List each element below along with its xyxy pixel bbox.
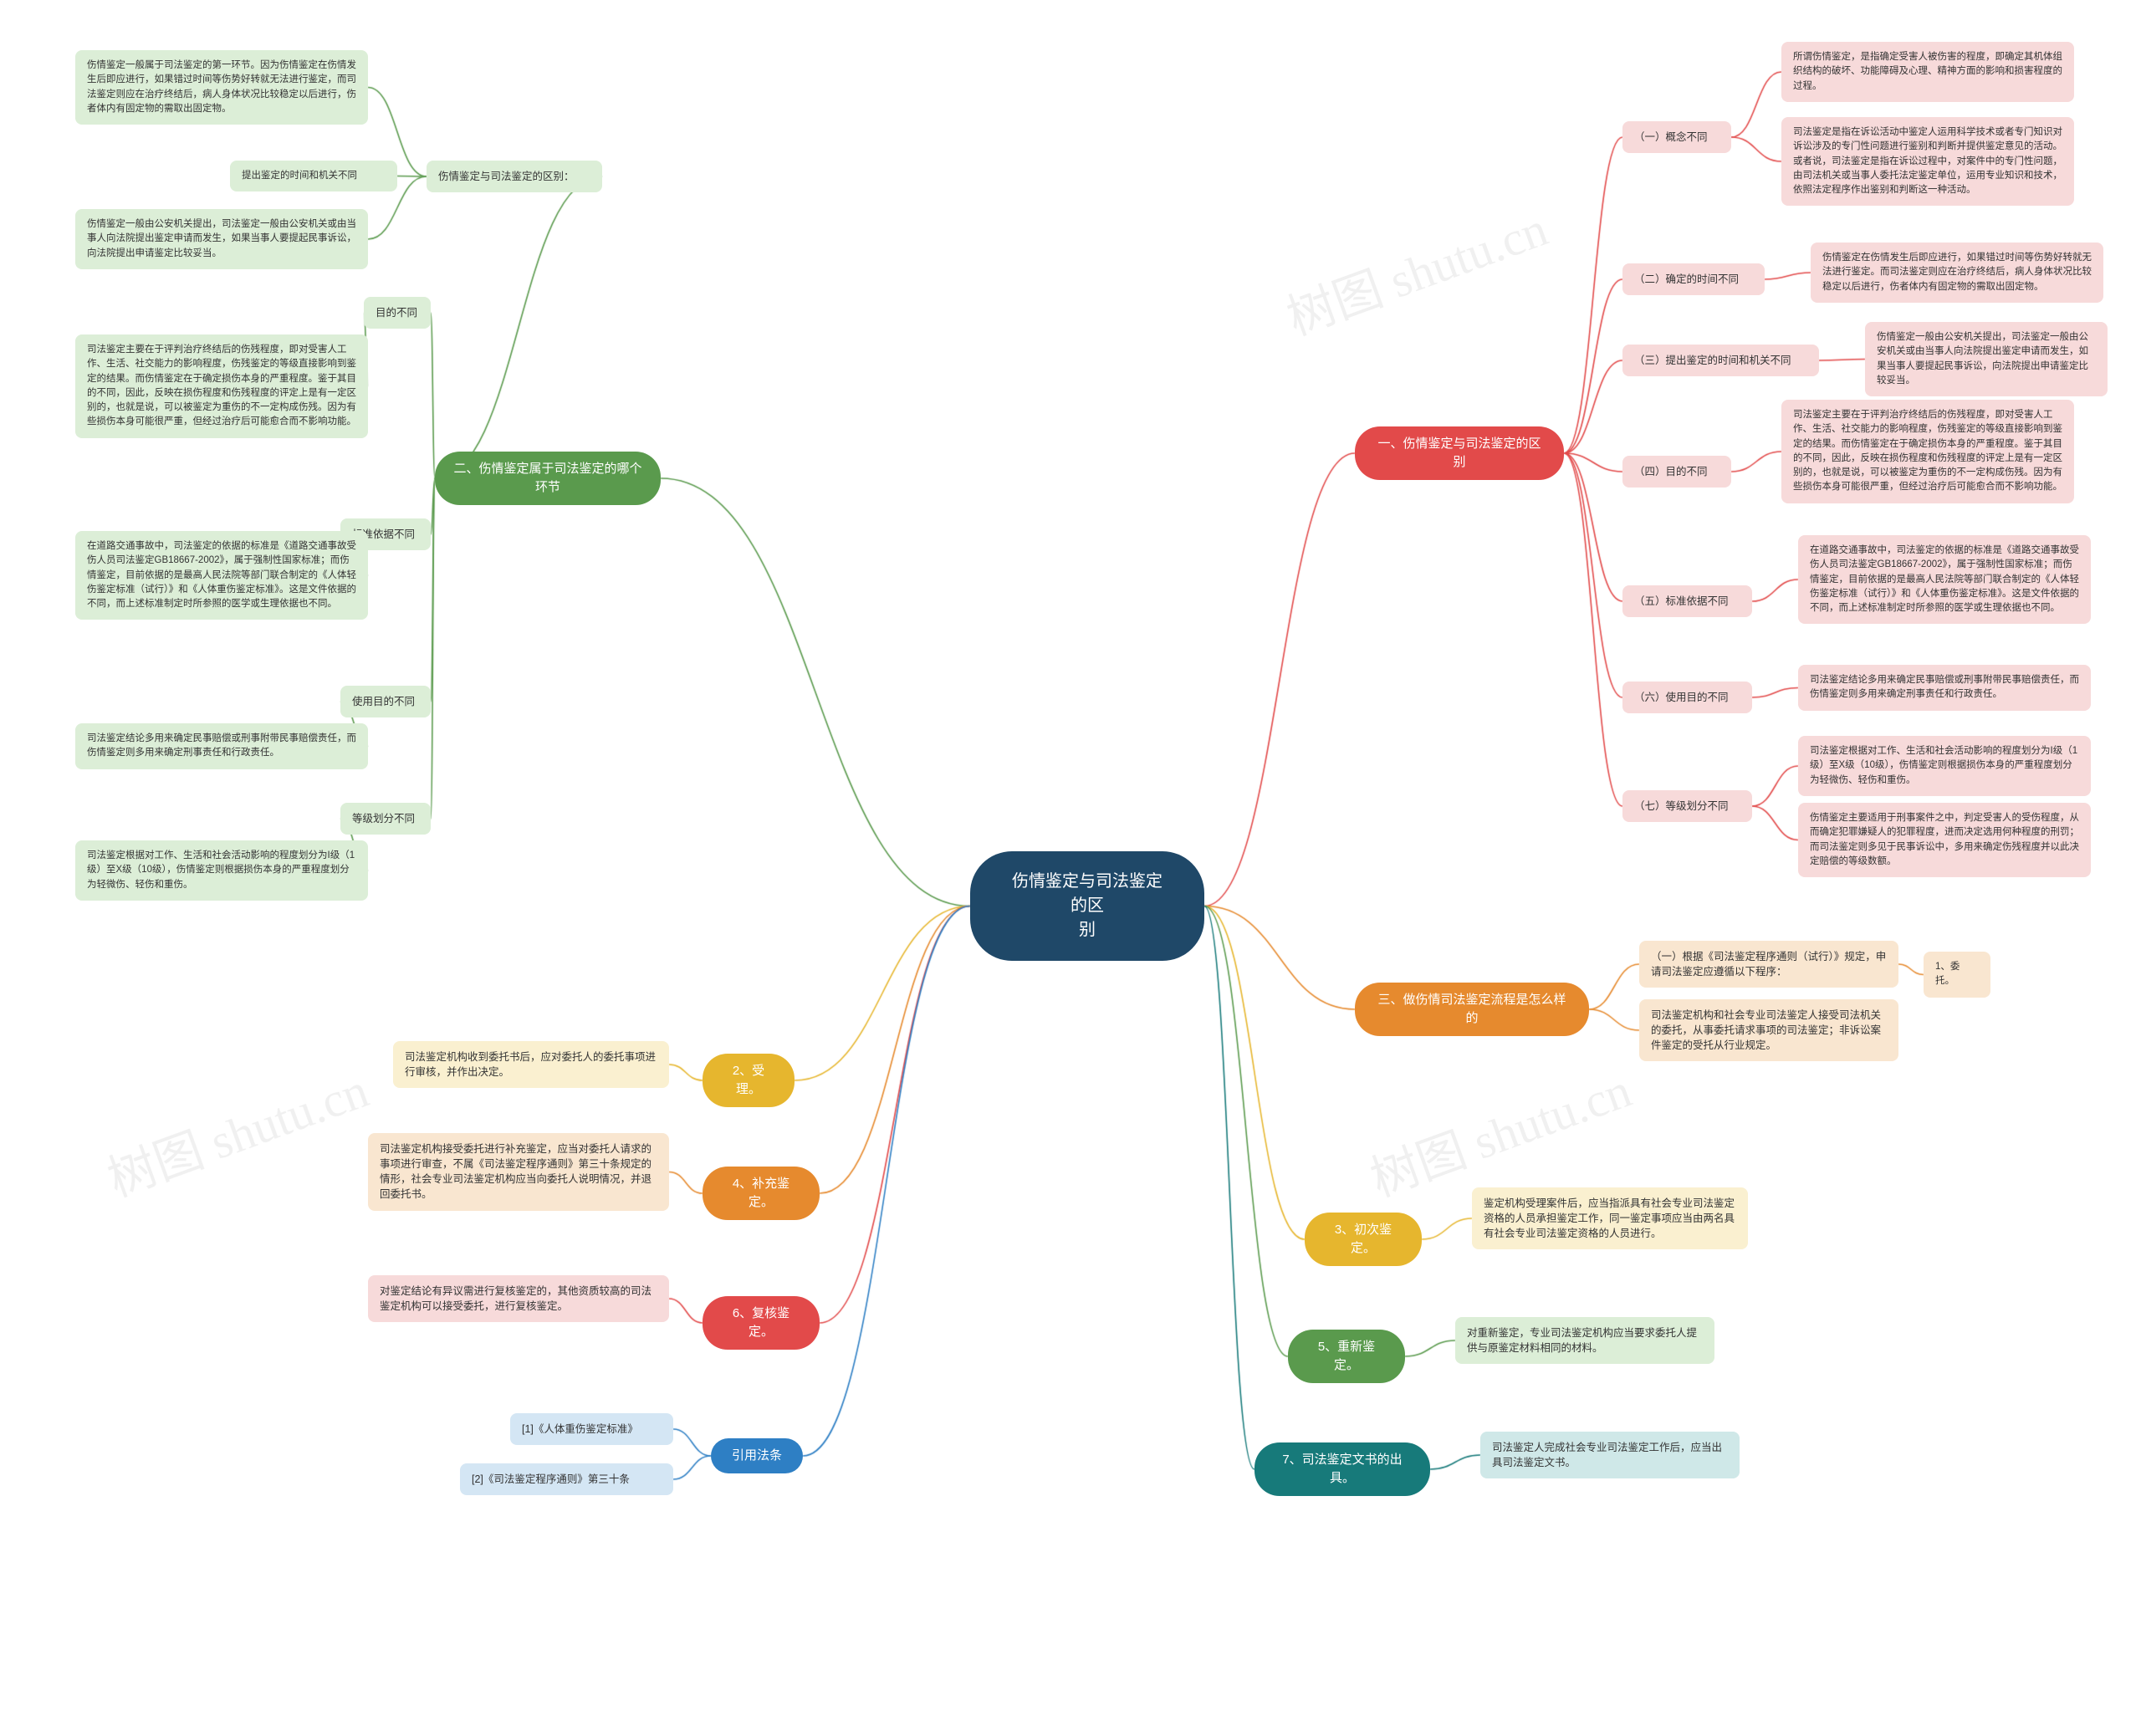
leaf-node-b2-3-0: 司法鉴定结论多用来确定民事赔偿或刑事附带民事赔偿责任，而伤情鉴定则多用来确定刑事…: [75, 723, 368, 769]
child-node-b8-0: 对鉴定结论有异议需进行复核鉴定的，其他资质较高的司法鉴定机构可以接受委托，进行复…: [368, 1275, 669, 1322]
leaf-node-b2-0-2: 伤情鉴定一般由公安机关提出，司法鉴定一般由公安机关或由当事人向法院提出鉴定申请而…: [75, 209, 368, 269]
child-node-b1-3: （四）目的不同: [1622, 456, 1731, 488]
branch-node-b6: 4、补充鉴定。: [703, 1167, 820, 1220]
child-node-b1-1: （二）确定的时间不同: [1622, 263, 1765, 295]
center-node: 伤情鉴定与司法鉴定的区 别: [970, 851, 1204, 961]
child-node-b5-0: 鉴定机构受理案件后，应当指派具有社会专业司法鉴定资格的人员承担鉴定工作，同一鉴定…: [1472, 1187, 1748, 1249]
leaf-node-b1-6-1: 伤情鉴定主要适用于刑事案件之中，判定受害人的受伤程度，从而确定犯罪嫌疑人的犯罪程…: [1798, 803, 2091, 877]
child-node-b3-0: （一）根据《司法鉴定程序通则（试行）》规定，申请司法鉴定应遵循以下程序：: [1639, 941, 1898, 988]
branch-node-b4: 2、受理。: [703, 1054, 795, 1107]
child-node-b1-4: （五）标准依据不同: [1622, 585, 1752, 617]
child-node-b1-2: （三）提出鉴定的时间和机关不同: [1622, 345, 1819, 376]
leaf-node-b3-0-0: 1、委托。: [1924, 952, 1990, 998]
leaf-node-b2-4-0: 司法鉴定根据对工作、生活和社会活动影响的程度划分为I级（1级）至X级（10级），…: [75, 840, 368, 901]
branch-node-b8: 6、复核鉴定。: [703, 1296, 820, 1350]
child-node-b1-0: （一）概念不同: [1622, 121, 1731, 153]
leaf-node-b2-0-1: 提出鉴定的时间和机关不同: [230, 161, 397, 191]
leaf-node-b1-6-0: 司法鉴定根据对工作、生活和社会活动影响的程度划分为I级（1级）至X级（10级），…: [1798, 736, 2091, 796]
child-node-b3-1: 司法鉴定机构和社会专业司法鉴定人接受司法机关的委托，从事委托请求事项的司法鉴定；…: [1639, 999, 1898, 1061]
leaf-node-b1-1-0: 伤情鉴定在伤情发生后即应进行，如果错过时间等伤势好转就无法进行鉴定。而司法鉴定则…: [1811, 243, 2103, 303]
leaf-node-b2-0-0: 伤情鉴定一般属于司法鉴定的第一环节。因为伤情鉴定在伤情发生后即应进行，如果错过时…: [75, 50, 368, 125]
leaf-node-b1-0-0: 所谓伤情鉴定，是指确定受害人被伤害的程度，即确定其机体组织结构的破坏、功能障碍及…: [1781, 42, 2074, 102]
child-node-b6-0: 司法鉴定机构接受委托进行补充鉴定，应当对委托人请求的事项进行审查，不属《司法鉴定…: [368, 1133, 669, 1211]
child-node-b7-0: 对重新鉴定，专业司法鉴定机构应当要求委托人提供与原鉴定材料相同的材料。: [1455, 1317, 1714, 1364]
branch-node-b1: 一、伤情鉴定与司法鉴定的区别: [1355, 426, 1564, 480]
branch-node-b2: 二、伤情鉴定属于司法鉴定的哪个环节: [435, 452, 661, 505]
leaf-node-b2-1-0: 司法鉴定主要在于评判治疗终结后的伤残程度，即对受害人工作、生活、社交能力的影响程…: [75, 334, 368, 438]
child-node-b9-0: 司法鉴定人完成社会专业司法鉴定工作后，应当出具司法鉴定文书。: [1480, 1432, 1740, 1478]
branch-node-b10: 引用法条: [711, 1438, 803, 1473]
child-node-b4-0: 司法鉴定机构收到委托书后，应对委托人的委托事项进行审核，并作出决定。: [393, 1041, 669, 1088]
branch-node-b3: 三、做伤情司法鉴定流程是怎么样的: [1355, 983, 1589, 1036]
child-node-b10-1: [2]《司法鉴定程序通则》第三十条: [460, 1463, 673, 1495]
branch-node-b9: 7、司法鉴定文书的出具。: [1254, 1442, 1430, 1496]
leaf-node-b1-2-0: 伤情鉴定一般由公安机关提出，司法鉴定一般由公安机关或由当事人向法院提出鉴定申请而…: [1865, 322, 2108, 396]
child-node-b2-0: 伤情鉴定与司法鉴定的区别：: [427, 161, 602, 192]
child-node-b1-5: （六）使用目的不同: [1622, 682, 1752, 713]
child-node-b2-3: 使用目的不同: [340, 686, 431, 717]
branch-node-b7: 5、重新鉴定。: [1288, 1330, 1405, 1383]
leaf-node-b2-2-0: 在道路交通事故中，司法鉴定的依据的标准是《道路交通事故受伤人员司法鉴定GB186…: [75, 531, 368, 620]
child-node-b10-0: [1]《人体重伤鉴定标准》: [510, 1413, 673, 1445]
leaf-node-b1-4-0: 在道路交通事故中，司法鉴定的依据的标准是《道路交通事故受伤人员司法鉴定GB186…: [1798, 535, 2091, 624]
child-node-b1-6: （七）等级划分不同: [1622, 790, 1752, 822]
leaf-node-b1-0-1: 司法鉴定是指在诉讼活动中鉴定人运用科学技术或者专门知识对诉讼涉及的专门性问题进行…: [1781, 117, 2074, 206]
branch-node-b5: 3、初次鉴定。: [1305, 1213, 1422, 1266]
child-node-b2-4: 等级划分不同: [340, 803, 431, 835]
child-node-b2-1: 目的不同: [364, 297, 431, 329]
leaf-node-b1-3-0: 司法鉴定主要在于评判治疗终结后的伤残程度，即对受害人工作、生活、社交能力的影响程…: [1781, 400, 2074, 503]
leaf-node-b1-5-0: 司法鉴定结论多用来确定民事赔偿或刑事附带民事赔偿责任，而伤情鉴定则多用来确定刑事…: [1798, 665, 2091, 711]
